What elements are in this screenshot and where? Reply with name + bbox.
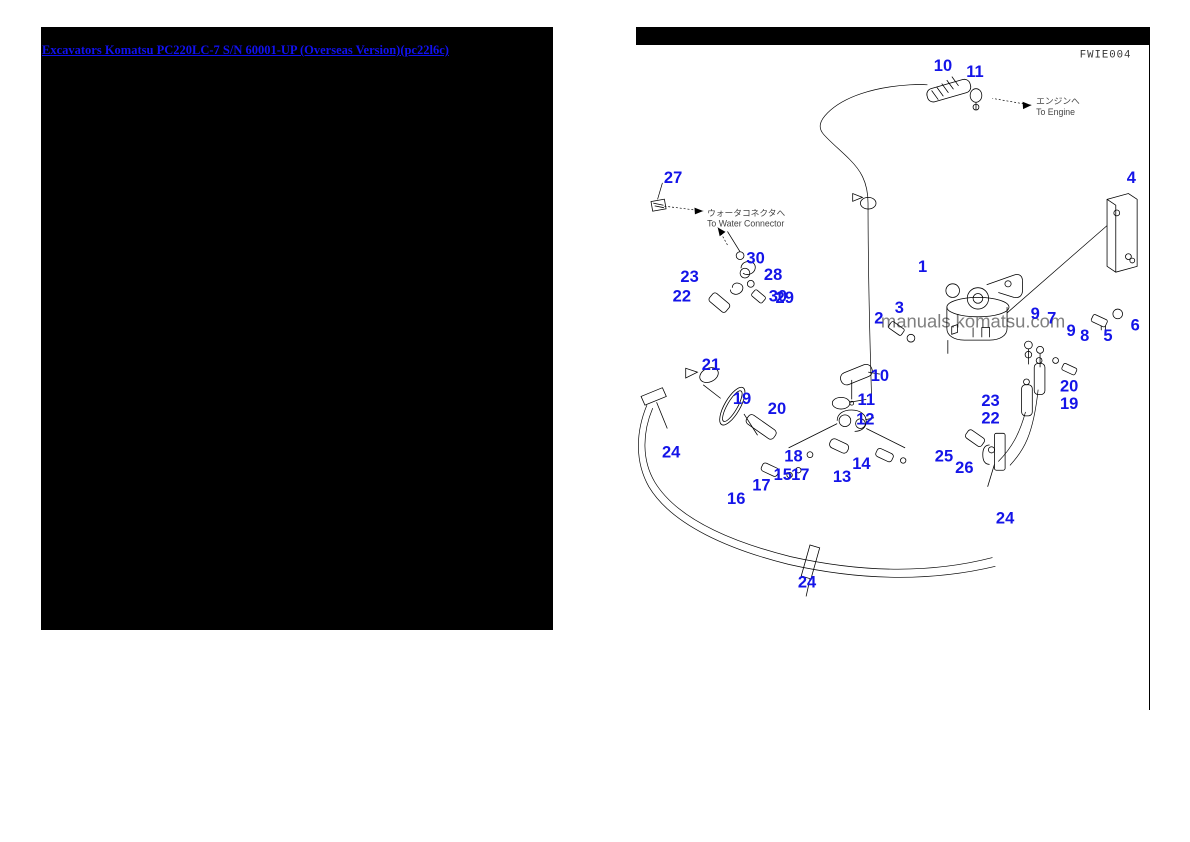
svg-text:17: 17 bbox=[791, 466, 809, 484]
svg-text:9: 9 bbox=[1031, 305, 1040, 323]
svg-text:エンジンへ: エンジンへ bbox=[1036, 96, 1080, 106]
svg-text:To Water Connector: To Water Connector bbox=[707, 219, 784, 229]
svg-text:28: 28 bbox=[764, 266, 782, 284]
svg-text:14: 14 bbox=[852, 455, 871, 473]
svg-text:9: 9 bbox=[1067, 322, 1076, 340]
svg-text:15: 15 bbox=[774, 466, 792, 484]
svg-text:6: 6 bbox=[1131, 316, 1140, 334]
svg-text:29: 29 bbox=[776, 289, 794, 307]
svg-text:11: 11 bbox=[858, 391, 875, 409]
svg-text:22: 22 bbox=[981, 410, 999, 428]
svg-text:23: 23 bbox=[981, 392, 999, 410]
svg-text:2: 2 bbox=[874, 310, 883, 328]
svg-text:24: 24 bbox=[662, 444, 681, 462]
svg-text:24: 24 bbox=[996, 510, 1015, 528]
svg-text:1: 1 bbox=[918, 258, 927, 276]
svg-text:ウォータコネクタへ: ウォータコネクタへ bbox=[707, 208, 785, 218]
svg-text:23: 23 bbox=[680, 268, 698, 286]
svg-text:21: 21 bbox=[702, 356, 720, 374]
svg-text:4: 4 bbox=[1127, 169, 1137, 187]
svg-text:24: 24 bbox=[798, 574, 817, 592]
svg-text:22: 22 bbox=[673, 287, 691, 305]
svg-text:FWIE004: FWIE004 bbox=[1080, 50, 1132, 62]
svg-text:17: 17 bbox=[752, 477, 770, 495]
svg-text:25: 25 bbox=[935, 447, 953, 465]
svg-text:26: 26 bbox=[955, 459, 973, 477]
svg-text:10: 10 bbox=[871, 367, 889, 385]
svg-text:12: 12 bbox=[856, 411, 874, 429]
svg-text:13: 13 bbox=[833, 468, 851, 486]
svg-text:7: 7 bbox=[1047, 310, 1056, 328]
svg-text:3: 3 bbox=[895, 299, 904, 317]
svg-text:5: 5 bbox=[1103, 327, 1112, 345]
svg-text:16: 16 bbox=[727, 490, 745, 508]
svg-text:20: 20 bbox=[768, 400, 786, 418]
svg-text:To Engine: To Engine bbox=[1036, 107, 1075, 117]
svg-text:19: 19 bbox=[1060, 395, 1078, 413]
svg-text:27: 27 bbox=[664, 169, 682, 187]
svg-text:18: 18 bbox=[784, 447, 802, 465]
svg-text:8: 8 bbox=[1080, 327, 1089, 345]
svg-text:19: 19 bbox=[733, 390, 751, 408]
svg-text:30: 30 bbox=[746, 249, 764, 267]
svg-text:10: 10 bbox=[934, 57, 952, 75]
svg-text:11: 11 bbox=[966, 63, 983, 81]
svg-text:20: 20 bbox=[1060, 378, 1078, 396]
